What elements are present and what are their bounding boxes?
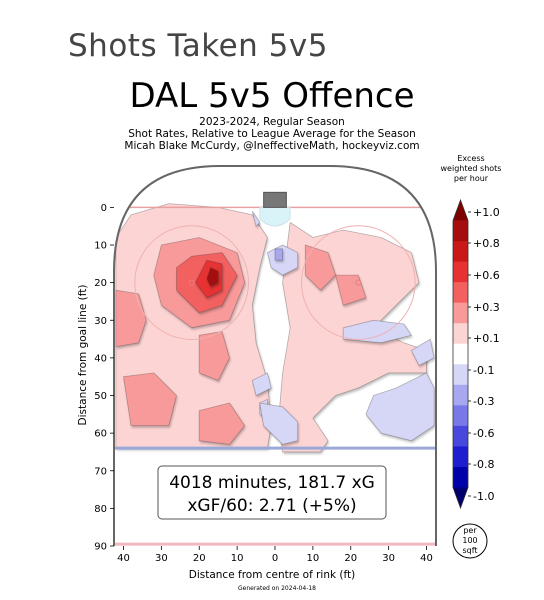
chart-subtitle-author: Micah Blake McCurdy, @IneffectiveMath, h… (124, 140, 420, 152)
chart-subtitle-description: Shot Rates, Relative to League Average f… (128, 128, 416, 140)
heatmap-region-7 (198, 331, 230, 382)
colorbar-title-line-0: Excess (457, 154, 484, 163)
y-tick-label-5: 50 (94, 391, 107, 402)
unit-badge (452, 523, 488, 559)
y-tick-label-4: 40 (94, 353, 107, 364)
colorbar-tick-label-5: -0.1 (473, 364, 494, 377)
faceoff-dot-left (188, 279, 195, 286)
colorbar-segment-12 (453, 446, 468, 468)
chart-title: DAL 5v5 Offence (129, 76, 415, 116)
page-title: Shots Taken 5v5 (68, 28, 328, 64)
x-tick-label-1: 30 (155, 553, 168, 564)
heatmap-region-13 (274, 248, 284, 261)
colorbar-tick-label-8: -0.8 (473, 458, 494, 471)
colorbar-segment-3 (453, 261, 468, 283)
unit-badge-line-1: 100 (462, 536, 477, 545)
colorbar-segment-1 (453, 220, 468, 242)
rink-boards (113, 165, 437, 546)
colorbar-segment-11 (453, 425, 468, 447)
colorbar-segment-6 (453, 323, 468, 345)
colorbar-tick-label-9: -1.0 (473, 490, 494, 503)
x-tick-label-0: 40 (117, 553, 130, 564)
unit-badge-line-2: sqft (462, 546, 477, 555)
y-tick-label-2: 20 (94, 278, 107, 289)
colorbar-title-line-1: weighted shots (441, 164, 502, 173)
colorbar-tick-label-7: -0.6 (473, 427, 494, 440)
y-tick-label-8: 80 (94, 504, 107, 515)
heatmap-region-15 (410, 338, 435, 366)
axes: 40 30 20 10 0 10 20 30 40 0 10 20 30 40 50 60 70 80 90 (94, 203, 433, 564)
colorbar-segment-7 (453, 343, 468, 365)
x-axis-label: Distance from centre of rink (ft) (189, 569, 356, 581)
x-tick-label-8: 40 (420, 553, 433, 564)
colorbar-segment-4 (453, 282, 468, 304)
heatmap-region-20 (365, 372, 435, 442)
summary-box: 4018 minutes, 181.7 xG xGF/60: 2.71 (+5%) (157, 465, 387, 520)
chart-subtitle-season: 2023-2024, Regular Season (199, 116, 345, 128)
summary-minutes-xg: 4018 minutes, 181.7 xG (169, 473, 375, 493)
heatmap-region-5 (206, 267, 219, 287)
colorbar-segment-13 (453, 466, 468, 488)
x-tick-label-5: 10 (307, 553, 320, 564)
unit-badge-line-0: per (463, 526, 477, 535)
heatmap-region-14 (342, 319, 413, 344)
faceoff-circle-left (134, 225, 249, 340)
colorbar-segment-0 (453, 200, 468, 221)
y-tick-label-0: 0 (101, 203, 107, 214)
goal-crease (259, 206, 291, 227)
colorbar-title-line-2: per hour (454, 174, 489, 183)
x-tick-label-2: 20 (193, 553, 206, 564)
colorbar-outline (452, 198, 469, 510)
colorbar-segment-9 (453, 384, 468, 406)
summary-xgf60: xGF/60: 2.71 (+5%) (187, 496, 356, 516)
colorbar-segment-2 (453, 241, 468, 263)
x-tick-label-7: 30 (382, 553, 395, 564)
summary-box-frame (157, 465, 387, 520)
generated-date: Generated on 2024-04-18 (238, 585, 316, 592)
colorbar-tick-label-4: +0.1 (473, 332, 500, 345)
colorbar-tick-label-3: +0.3 (473, 301, 500, 314)
colorbar-segment-5 (453, 302, 468, 324)
y-tick-label-7: 70 (94, 466, 107, 477)
colorbar-segment-8 (453, 364, 468, 386)
colorbar-tick-label-1: +0.8 (473, 237, 500, 250)
heatmap-region-19 (259, 402, 299, 445)
y-tick-label-1: 10 (94, 241, 107, 252)
heatmap-region-8 (123, 372, 177, 427)
colorbar: +1.0 +0.8 +0.6 +0.3 +0.1 -0.1 -0.3 -0.6 -0.8 -1.0… (441, 154, 502, 559)
colorbar-tick-label-0: +1.0 (473, 206, 500, 219)
heatmap-region-11 (335, 274, 367, 306)
y-tick-label-3: 30 (94, 316, 107, 327)
heatmap-region-10 (304, 244, 337, 291)
colorbar-tick-label-6: -0.3 (473, 395, 494, 408)
goal-net (263, 191, 287, 208)
colorbar-segment-10 (453, 405, 468, 427)
heatmap-region-16 (251, 210, 261, 227)
x-tick-label-4: 0 (272, 553, 278, 564)
y-tick-label-9: 90 (94, 542, 107, 553)
colorbar-segment-14 (453, 487, 468, 508)
x-tick-label-6: 20 (344, 553, 357, 564)
heatmap-region-17 (251, 372, 272, 397)
x-tick-label-3: 10 (231, 553, 244, 564)
y-tick-label-6: 60 (94, 429, 107, 440)
heatmap-region-9 (198, 402, 246, 445)
faceoff-circle-right (301, 225, 416, 340)
y-axis-label: Distance from goal line (ft) (77, 285, 89, 426)
faceoff-dot-right (355, 279, 362, 286)
colorbar-tick-label-2: +0.6 (473, 269, 500, 282)
